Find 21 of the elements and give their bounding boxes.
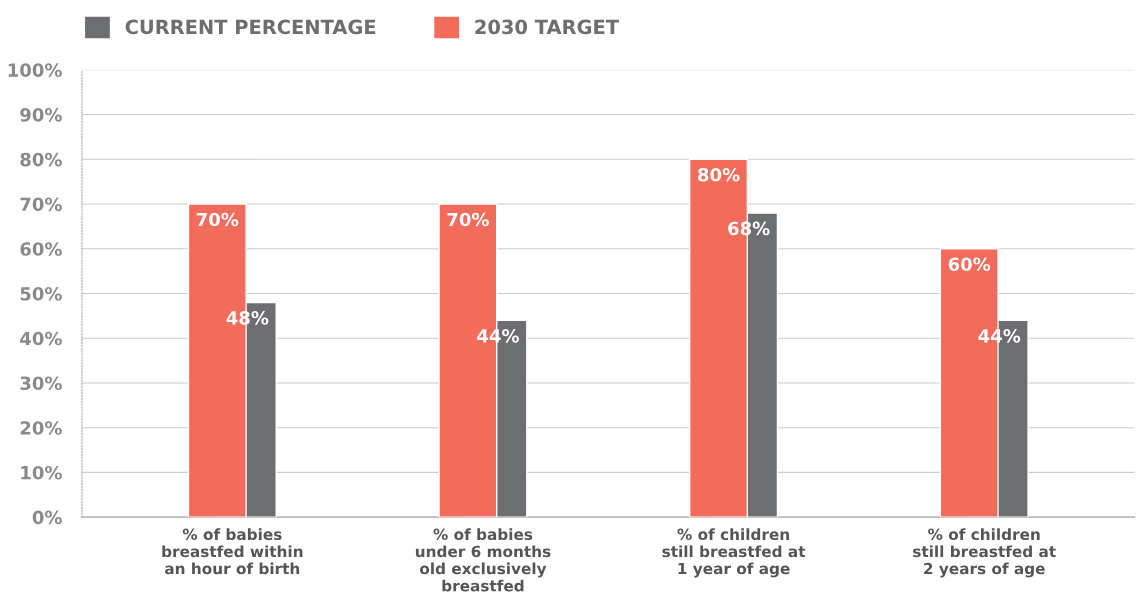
data-label: 80%: [698, 167, 740, 182]
y-tick-label: 100%: [8, 63, 62, 77]
data-label: 70%: [447, 212, 489, 227]
y-tick-label: 50%: [20, 286, 62, 301]
y-tick-label: 60%: [20, 242, 62, 256]
x-tick-label: % of babies breastfed within an hour of birth: [162, 528, 303, 575]
legend-label: 2030 TARGET: [475, 19, 619, 35]
y-tick-label: 30%: [20, 376, 62, 391]
x-tick-label: % of children still breastfed at 2 years of age: [913, 528, 1056, 578]
y-tick-label: 70%: [20, 197, 62, 212]
y-tick-label: 10%: [21, 465, 62, 480]
data-label: 60%: [948, 257, 991, 272]
x-tick-label: % of babies under 6 months old exclusively breastfed: [415, 528, 551, 592]
y-tick-label: 80%: [20, 152, 62, 167]
x-tick-label: % of children still breastfed at 1 year of age: [662, 528, 806, 578]
y-tick-label: 40%: [20, 331, 62, 346]
y-tick-label: 90%: [20, 108, 62, 122]
y-tick-label: 20%: [20, 421, 62, 435]
data-label: 70%: [196, 212, 239, 227]
y-tick-label: 0%: [32, 510, 62, 525]
legend-label: CURRENT PERCENTAGE: [125, 19, 376, 35]
